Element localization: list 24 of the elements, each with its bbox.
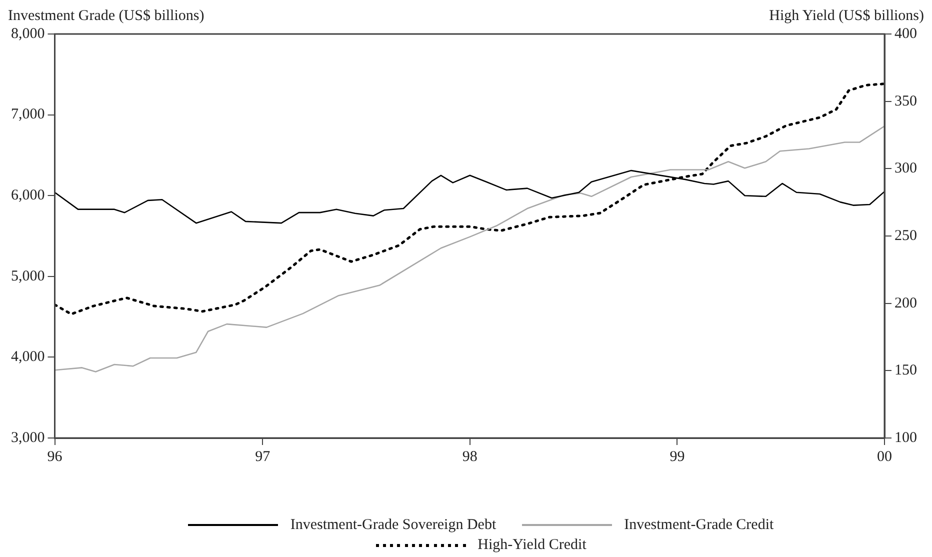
x-tick-label: 00 — [877, 448, 892, 465]
y-tick-label: 5,000 — [11, 268, 45, 284]
y-tick-label: 7,000 — [11, 106, 45, 123]
x-tick-label: 97 — [255, 448, 271, 465]
y2-tick-label: 100 — [894, 430, 917, 446]
y2-tick-label: 150 — [894, 362, 917, 379]
y-axis-title: Investment Grade (US$ billions) — [8, 8, 204, 25]
y-tick-label: 8,000 — [11, 26, 45, 42]
x-tick-label: 98 — [462, 448, 478, 465]
line-series — [54, 82, 884, 316]
y2-tick-label: 400 — [894, 26, 917, 42]
legend-label: Investment-Grade Sovereign Debt — [290, 516, 496, 534]
y2-tick-label: 200 — [894, 295, 917, 312]
legend-label: Investment-Grade Credit — [624, 516, 774, 534]
y2-tick-label: 350 — [894, 93, 917, 110]
y-tick-label: 4,000 — [11, 349, 45, 366]
legend-label: High-Yield Credit — [478, 536, 586, 554]
y2-tick-label: 250 — [894, 228, 917, 244]
x-tick-label: 99 — [670, 448, 685, 465]
y2-axis-title: High Yield (US$ billions) — [769, 8, 924, 25]
y2-tick-label: 300 — [894, 160, 917, 177]
y-tick-label: 3,000 — [11, 430, 45, 446]
x-tick-label: 96 — [47, 448, 63, 465]
y-tick-label: 6,000 — [11, 188, 45, 204]
